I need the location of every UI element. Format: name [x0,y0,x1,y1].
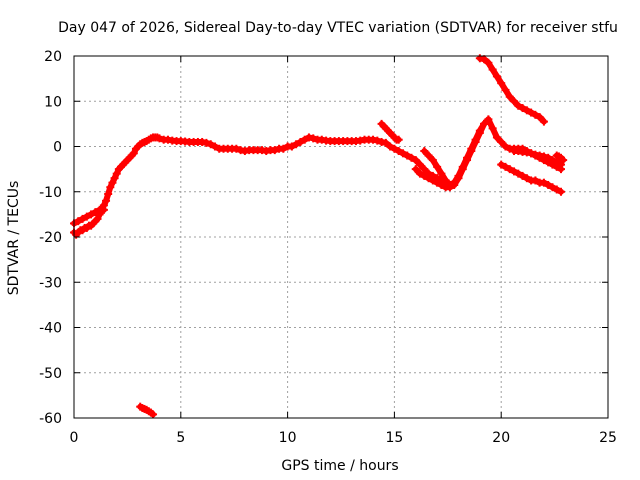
y-tick-label: -20 [39,230,62,246]
x-tick-label: 15 [385,430,403,446]
data-series-high-19-22 [475,54,548,126]
data-series-mid-21-23 [510,147,566,169]
data-series-main [70,133,454,239]
x-tick-label: 5 [176,430,185,446]
x-tick-label: 25 [599,430,617,446]
data-series-low-20-23 [497,160,566,196]
data-layer [70,54,568,419]
y-tick-label: -30 [39,275,62,291]
data-series-seg-14-15 [377,119,403,144]
tick-layer: 0 5 10 15 20 25 -60 -50 -40 -30 -20 -10 0 10 20 [39,49,617,446]
data-series-arc-16-18 [420,119,489,189]
y-tick-label: 10 [44,94,62,110]
x-tick-label: 0 [70,430,79,446]
y-tick-label: 0 [53,140,62,156]
y-tick-label: -60 [39,411,62,427]
x-axis-label: GPS time / hours [281,458,398,474]
y-tick-label: -40 [39,321,62,337]
data-series-tail-22-23 [552,151,568,165]
grid-layer [74,56,608,418]
y-tick-label: -50 [39,366,62,382]
y-tick-label: -10 [39,185,62,201]
y-axis-label: SDTVAR / TECUs [6,181,22,296]
data-series-band-low [70,205,108,228]
chart-title: Day 047 of 2026, Sidereal Day-to-day VTE… [58,20,618,36]
y-tick-label: 20 [44,49,62,65]
x-tick-label: 10 [279,430,297,446]
data-series-dip-left [136,402,158,419]
x-tick-label: 20 [492,430,510,446]
